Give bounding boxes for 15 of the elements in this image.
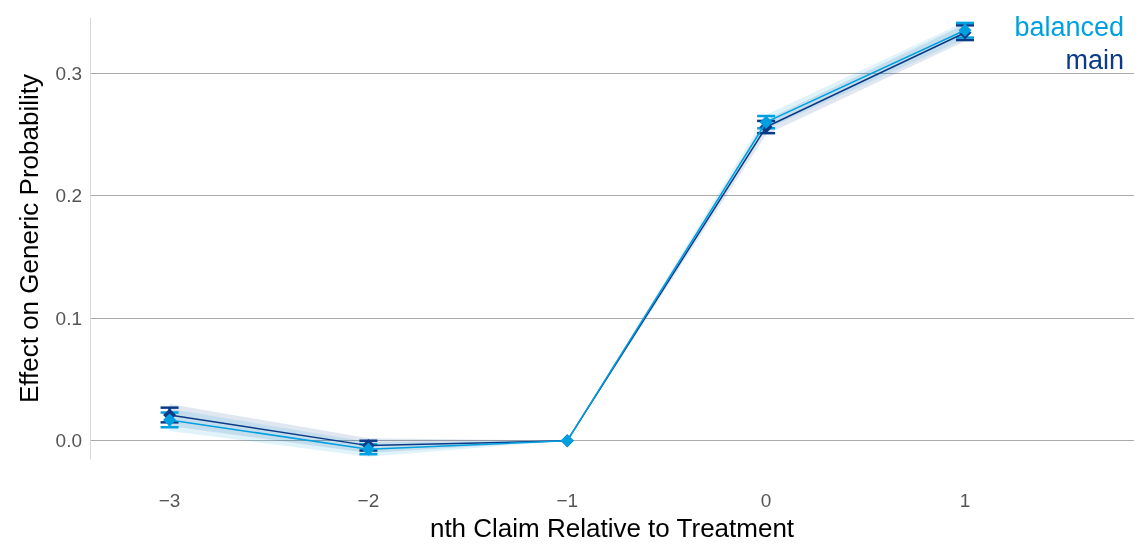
x-tick-label: −2 [357,490,380,512]
x-tick-label: 0 [760,490,772,512]
y-tick-label: 0.3 [55,62,82,84]
text: main [1065,44,1124,75]
x-tick-label: 1 [959,490,971,512]
x-axis-title: nth Claim Relative to Treatment [429,513,795,543]
y-axis-title: Effect on Generic Probability [14,74,44,404]
point [759,115,773,129]
x-tick-label: −3 [158,490,181,512]
series-label: balanced [1014,11,1124,42]
y-tick-label: 0.1 [55,307,82,329]
y-tick-label: 0.0 [55,430,82,452]
y-tick-label: 0.2 [55,185,82,207]
x-tick-label: −1 [556,490,579,512]
point [163,413,177,427]
